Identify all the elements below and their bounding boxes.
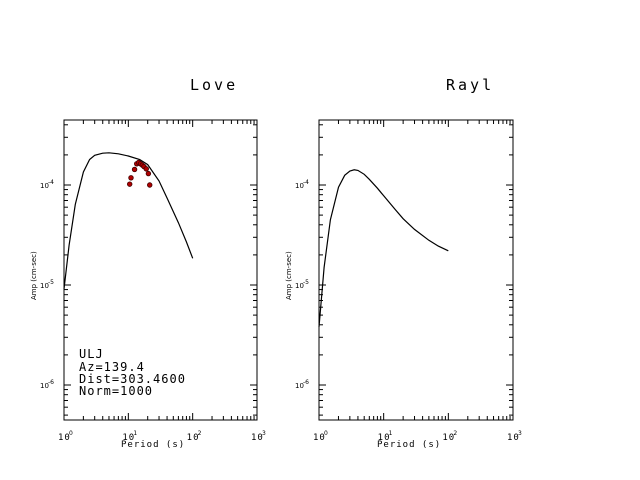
y-tick-label: 10: [40, 282, 49, 290]
love-x-tick-labels: 100 101 102 103: [58, 430, 266, 443]
y-tick-label: 10: [40, 182, 49, 190]
observed-point: [147, 182, 153, 188]
love-y-axis-label: Amp (cm-sec): [30, 251, 38, 300]
observed-point: [126, 181, 133, 187]
x-tick-label: 10: [122, 433, 135, 443]
rayl-x-axis-label: Period (s): [377, 440, 441, 450]
x-tick-exponent: 1: [389, 430, 393, 437]
x-tick-exponent: 3: [518, 430, 522, 437]
x-tick-exponent: 3: [262, 430, 266, 437]
x-tick-label: 10: [442, 433, 455, 443]
x-tick-label: 10: [378, 433, 391, 443]
y-tick-exponent: -6: [303, 379, 309, 386]
y-tick-label: 10: [295, 182, 304, 190]
x-tick-label: 10: [507, 433, 520, 443]
love-amplitude-line: [63, 152, 194, 290]
love-axis-ticks: [63, 120, 258, 420]
y-tick-exponent: -5: [48, 279, 54, 286]
love-plot-frame: [63, 119, 258, 421]
rayl-title: Rayl: [446, 76, 494, 94]
azimuth-label: Az=139.4: [79, 360, 145, 374]
distance-label: Dist=303.4600: [79, 372, 186, 386]
x-tick-exponent: 0: [324, 430, 328, 437]
rayl-panel: Rayl 100 101 102 103 10-410-510-6 Period (s…: [285, 76, 522, 450]
y-tick-exponent: -4: [48, 179, 54, 186]
x-tick-label: 10: [251, 433, 264, 443]
x-tick-label: 10: [313, 433, 326, 443]
y-tick-exponent: -6: [48, 379, 54, 386]
observed-point: [128, 175, 134, 181]
observed-point: [143, 166, 149, 172]
rayl-plot-frame: [318, 119, 514, 421]
love-title: Love: [190, 76, 238, 94]
x-tick-label: 10: [58, 433, 71, 443]
love-y-tick-labels: 10-410-510-6: [40, 179, 54, 390]
observed-point: [145, 170, 152, 177]
x-tick-exponent: 2: [198, 430, 202, 437]
y-tick-exponent: -5: [303, 279, 309, 286]
rayl-amplitude-line: [318, 169, 449, 328]
y-tick-label: 10: [295, 282, 304, 290]
observed-point: [131, 166, 138, 173]
rayl-x-tick-labels: 100 101 102 103: [313, 430, 522, 443]
love-observed-points: [126, 159, 153, 188]
rayl-axis-ticks: [318, 120, 514, 420]
love-x-axis-label: Period (s): [121, 440, 185, 450]
x-tick-exponent: 1: [133, 430, 137, 437]
y-tick-label: 10: [295, 382, 304, 390]
rayl-y-tick-labels: 10-410-510-6: [295, 179, 309, 390]
x-tick-exponent: 0: [69, 430, 73, 437]
y-tick-exponent: -4: [303, 179, 309, 186]
norm-label: Norm=1000: [79, 384, 153, 398]
x-tick-label: 10: [187, 433, 200, 443]
station-code: ULJ: [79, 347, 104, 361]
rayl-y-axis-label: Amp (cm-sec): [285, 251, 293, 300]
y-tick-label: 10: [40, 382, 49, 390]
love-panel: Love 100 101 102 103 10-410-510-6 Period (s…: [30, 76, 266, 450]
x-tick-exponent: 2: [453, 430, 457, 437]
